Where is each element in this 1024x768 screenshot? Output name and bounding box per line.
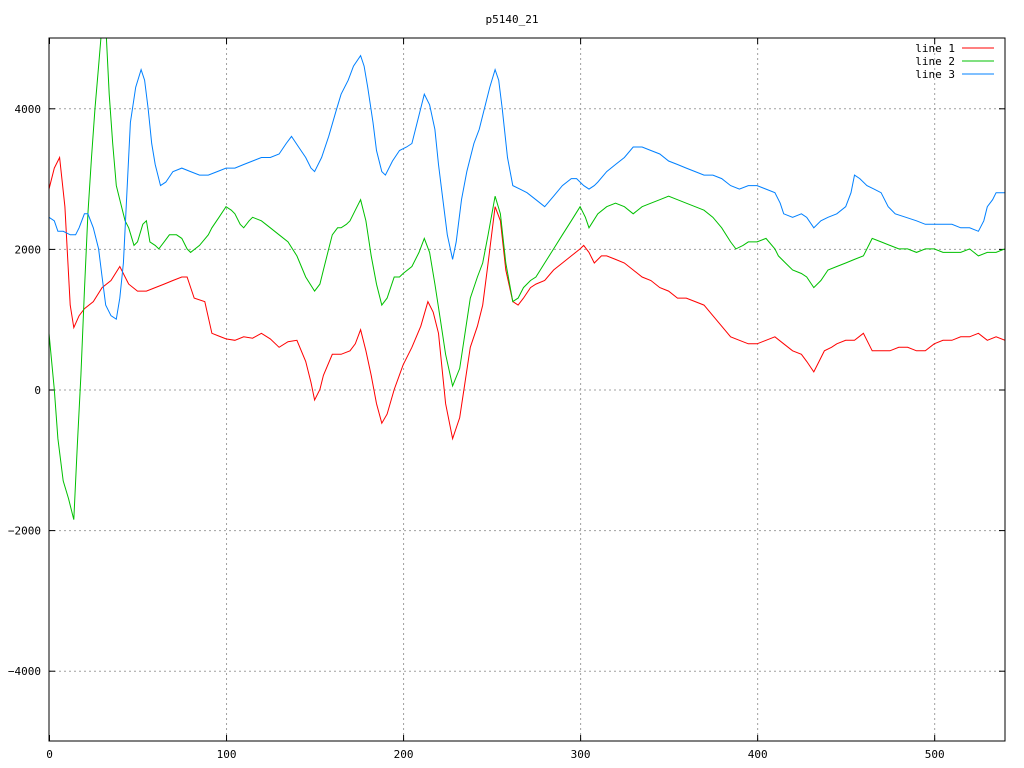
y-tick-label: −4000 xyxy=(8,665,41,678)
y-tick-label: −2000 xyxy=(8,525,41,538)
axis-ticks: 0 100 200 300 400 500 −4000 −2000 0 2000 4000 xyxy=(8,38,1005,761)
plot-border xyxy=(48,37,1006,742)
x-tick-label: 0 xyxy=(46,748,53,761)
grid xyxy=(49,38,1005,741)
x-tick-label: 100 xyxy=(217,748,237,761)
x-tick-label: 500 xyxy=(925,748,945,761)
y-tick-label: 0 xyxy=(34,384,41,397)
x-tick-label: 200 xyxy=(394,748,414,761)
chart-title: p5140_21 xyxy=(486,13,539,26)
x-tick-label: 300 xyxy=(571,748,591,761)
series-lines xyxy=(49,38,1005,520)
series-line-1 xyxy=(49,155,1005,441)
legend-label: line 1 xyxy=(915,42,955,55)
series-line-2 xyxy=(49,38,1005,520)
y-tick-label: 4000 xyxy=(15,103,42,116)
x-tick-label: 400 xyxy=(748,748,768,761)
series-line-3 xyxy=(49,54,1005,321)
legend-label: line 3 xyxy=(915,68,955,81)
y-tick-label: 2000 xyxy=(15,243,42,256)
legend-label: line 2 xyxy=(915,55,955,68)
